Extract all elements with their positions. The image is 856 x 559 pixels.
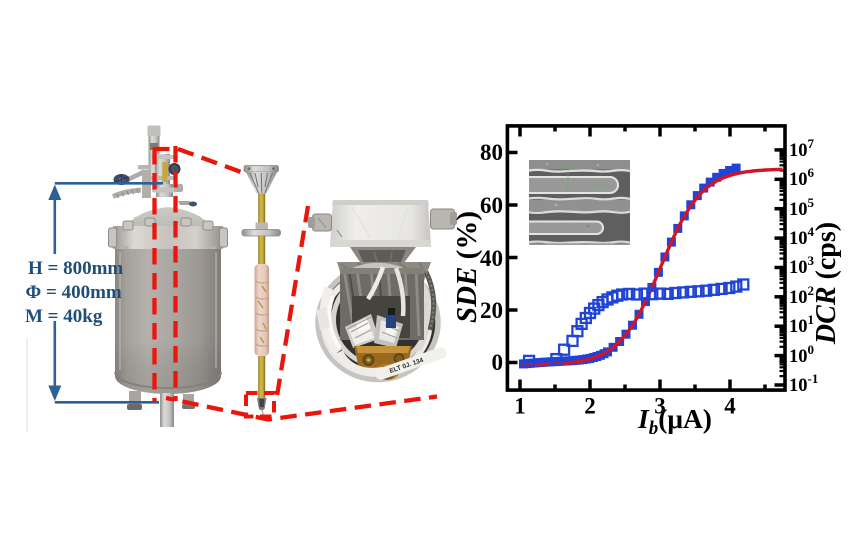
- svg-text:10-1: 10-1: [789, 371, 818, 396]
- svg-text:H = 800mm: H = 800mm: [28, 258, 123, 279]
- svg-text:3: 3: [654, 394, 666, 419]
- svg-text:DCR (cps): DCR (cps): [811, 222, 842, 345]
- svg-text:20: 20: [480, 298, 503, 323]
- svg-text:Φ = 400mm: Φ = 400mm: [26, 282, 122, 303]
- svg-text:60: 60: [480, 193, 503, 218]
- svg-text:80: 80: [480, 140, 503, 165]
- svg-text:107: 107: [789, 136, 815, 161]
- svg-text:1: 1: [514, 394, 526, 419]
- svg-text:106: 106: [789, 165, 815, 190]
- svg-text:0: 0: [492, 350, 504, 375]
- svg-text:105: 105: [789, 195, 815, 220]
- svg-text:40: 40: [480, 246, 503, 271]
- svg-text:100: 100: [789, 342, 814, 367]
- svg-text:4: 4: [724, 394, 736, 419]
- svg-text:M = 40kg: M = 40kg: [25, 306, 103, 327]
- svg-text:2: 2: [584, 394, 596, 419]
- svg-text:SDE (%): SDE (%): [451, 211, 483, 323]
- svg-text:Ib(μA): Ib(μA): [637, 403, 712, 439]
